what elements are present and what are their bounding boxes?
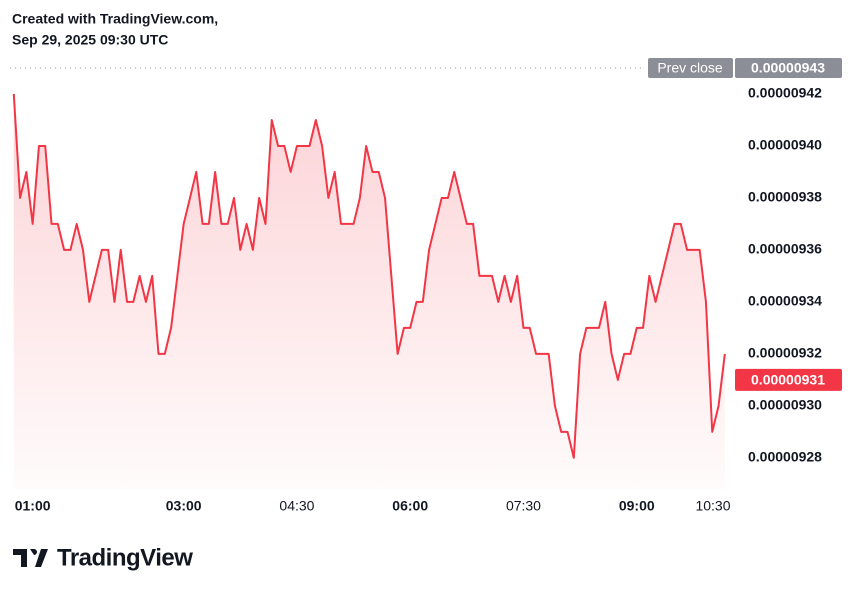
x-tick-label: 09:00 xyxy=(619,498,655,514)
price-line xyxy=(12,93,726,459)
logo-text: TradingView xyxy=(57,544,193,571)
y-tick-label: 0.00000936 xyxy=(748,241,822,257)
area xyxy=(13,93,725,490)
last-price-label: 0.00000931 xyxy=(751,372,825,388)
y-tick-label: 0.00000938 xyxy=(748,189,822,205)
x-tick-label: 04:30 xyxy=(279,498,314,514)
prev-close-name: Prev close xyxy=(657,60,723,76)
y-tick-label: 0.00000928 xyxy=(748,449,822,465)
last-price-box xyxy=(735,368,842,391)
plot: 0.00000928 0.00000930 0.00000932 0.00000934… xyxy=(10,58,842,514)
x-tick-label: 07:30 xyxy=(506,498,541,514)
x-tick-label: 10:30 xyxy=(695,498,730,514)
x-tick-label: 01:00 xyxy=(15,498,51,514)
y-tick-label: 0.00000934 xyxy=(748,293,822,309)
prev-close-box xyxy=(735,58,842,78)
header-line1: Created with TradingView.com, xyxy=(12,11,218,27)
header-line2: Sep 29, 2025 09:30 UTC xyxy=(12,32,168,48)
prev-close-tag xyxy=(648,58,733,78)
logo: TradingView xyxy=(13,544,194,571)
y-tick-label: 0.00000942 xyxy=(748,85,822,101)
x-tick-label: 06:00 xyxy=(392,498,428,514)
prev-close-label: 0.00000943 xyxy=(751,60,825,76)
y-tick-label: 0.00000940 xyxy=(748,137,822,153)
y-tick-label: 0.00000932 xyxy=(748,345,822,361)
y-tick-label: 0.00000930 xyxy=(748,397,822,413)
logo-icon xyxy=(13,549,48,567)
x-tick-label: 03:00 xyxy=(166,498,202,514)
